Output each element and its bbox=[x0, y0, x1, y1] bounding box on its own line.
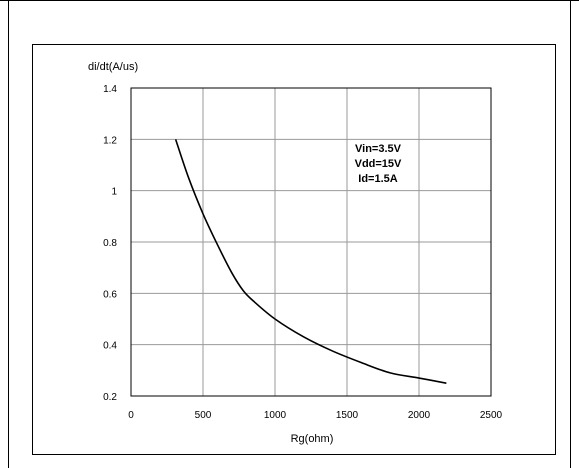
chart-box bbox=[32, 44, 556, 455]
y-tick-label: 1 bbox=[111, 187, 117, 198]
x-tick-label: 1500 bbox=[336, 410, 359, 421]
plot-area bbox=[130, 87, 492, 397]
x-axis-label: Rg(ohm) bbox=[291, 433, 334, 445]
x-tick-label: 2500 bbox=[480, 410, 503, 421]
y-axis-label: di/dt(A/us) bbox=[88, 61, 138, 73]
x-tick-label: 1000 bbox=[264, 410, 287, 421]
x-tick-labels: 0 500 1000 1500 2000 2500 bbox=[128, 410, 502, 421]
y-tick-labels: 0.2 0.4 0.6 0.8 1 1.2 1.4 bbox=[103, 84, 117, 403]
y-tick-label: 0.4 bbox=[103, 341, 117, 352]
y-tick-label: 0.8 bbox=[103, 238, 117, 249]
y-tick-label: 0.6 bbox=[103, 289, 117, 300]
grid-lines bbox=[130, 87, 492, 397]
x-tick-label: 2000 bbox=[408, 410, 431, 421]
y-tick-label: 1.4 bbox=[103, 84, 117, 95]
x-tick-label: 0 bbox=[128, 410, 134, 421]
annotation-vin: Vin=3.5V bbox=[355, 143, 402, 155]
y-tick-label: 0.2 bbox=[103, 392, 117, 403]
annotation-vdd: Vdd=15V bbox=[355, 158, 402, 170]
y-tick-label: 1.2 bbox=[103, 135, 117, 146]
annotation-id: Id=1.5A bbox=[358, 173, 397, 185]
x-tick-label: 500 bbox=[195, 410, 212, 421]
series-line bbox=[174, 139, 447, 384]
